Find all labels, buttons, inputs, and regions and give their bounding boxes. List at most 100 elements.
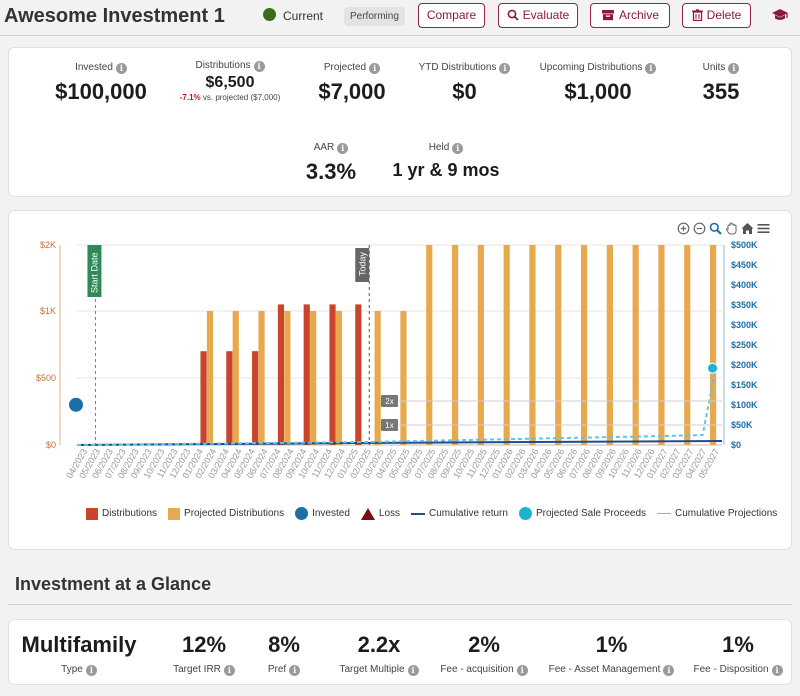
menu-icon[interactable] xyxy=(757,222,770,235)
y-right-tick-label: $100K xyxy=(731,400,758,410)
glance-label: Type xyxy=(61,664,83,675)
multiple-tag xyxy=(381,419,398,431)
archive-label: Archive xyxy=(618,8,659,22)
legend-label: Distributions xyxy=(102,508,158,519)
multiple-tag xyxy=(381,395,398,407)
projected-distribution-bar xyxy=(658,245,665,445)
projected-distribution-bar xyxy=(335,311,343,445)
legend-projected-distributions[interactable]: Projected Distributions xyxy=(168,507,284,520)
legend-distributions[interactable]: Distributions xyxy=(86,507,158,520)
distribution-bar xyxy=(303,304,310,445)
y-right-tick-label: $200K xyxy=(731,360,758,370)
stat-value: $7,000 xyxy=(318,79,386,104)
legend-swatch xyxy=(518,507,532,520)
info-icon[interactable]: i xyxy=(516,665,528,676)
projected-distribution-bar xyxy=(606,245,613,445)
legend-invested[interactable]: Invested xyxy=(295,507,350,520)
info-icon[interactable]: i xyxy=(407,665,419,676)
archive-button[interactable]: Archive xyxy=(590,3,670,28)
info-icon[interactable]: i xyxy=(728,63,740,74)
stat-value: $1,000 xyxy=(564,79,632,104)
y-right-tick-label: $50K xyxy=(731,420,753,430)
info-icon[interactable]: i xyxy=(645,63,657,74)
legend-label: Cumulative Projections xyxy=(675,508,778,519)
info-icon[interactable]: i xyxy=(253,61,265,72)
info-icon[interactable]: i xyxy=(85,665,97,676)
glance-pref: 8% Pref i xyxy=(249,632,319,676)
glance-label: Pref xyxy=(267,664,287,675)
legend-swatch xyxy=(360,507,375,520)
glance-label: Target Multiple xyxy=(339,664,405,675)
stat-label: Distributions xyxy=(195,60,251,71)
stat-delta: -7.1% vs. projected ($7,000) xyxy=(170,93,290,102)
stat-value: $100,000 xyxy=(55,79,147,104)
graduation-cap-icon[interactable] xyxy=(771,8,789,22)
invested-point xyxy=(69,397,83,412)
zoom-in-icon[interactable] xyxy=(677,222,690,235)
stat-value: $0 xyxy=(452,79,477,104)
zoom-out-icon[interactable] xyxy=(693,222,706,235)
legend-cumulative-return[interactable]: Cumulative return xyxy=(411,508,508,519)
info-icon[interactable]: i xyxy=(663,665,675,676)
legend-swatch xyxy=(657,513,672,514)
chart-legend: Distributions Projected Distributions In… xyxy=(86,507,788,520)
projected-distribution-bar xyxy=(580,245,588,445)
legend-label: Loss xyxy=(378,508,401,519)
projected-distribution-bar xyxy=(684,245,691,445)
info-icon[interactable]: i xyxy=(369,63,381,74)
info-icon[interactable]: i xyxy=(289,665,301,676)
legend-swatch xyxy=(411,512,426,515)
info-icon[interactable]: i xyxy=(771,665,783,676)
info-icon[interactable]: i xyxy=(115,63,127,74)
legend-label: Projected Sale Proceeds xyxy=(535,508,647,519)
delete-label: Delete xyxy=(706,8,742,22)
evaluate-button[interactable]: Evaluate xyxy=(498,3,578,28)
y-left-tick-label: $500 xyxy=(36,373,56,383)
projected-distribution-bar xyxy=(310,311,317,445)
glance-label: Fee - Asset Management xyxy=(548,664,661,675)
projected-distribution-bar xyxy=(503,245,510,445)
today-tag xyxy=(355,248,370,282)
info-icon[interactable]: i xyxy=(452,143,464,154)
stat-label: Projected xyxy=(323,62,367,73)
delta-text: vs. projected ($7,000) xyxy=(202,93,281,102)
legend-label: Invested xyxy=(312,508,350,519)
pan-hand-icon[interactable] xyxy=(725,222,738,235)
delete-button[interactable]: Delete xyxy=(682,3,751,28)
distribution-bar xyxy=(226,351,233,445)
legend-cumulative-projections[interactable]: Cumulative Projections xyxy=(657,508,777,519)
glance-fee-asset-management: 1% Fee - Asset Management i xyxy=(544,632,679,676)
stat-ytd-distributions: YTD Distributions i $0 xyxy=(407,62,522,105)
top-bar: Awesome Investment 1 Current Performing … xyxy=(0,0,800,36)
multiple-label: 1x xyxy=(385,421,393,430)
stat-held: Held i 1 yr & 9 mos xyxy=(381,142,511,181)
glance-value: 12% xyxy=(181,632,227,657)
stat-label: Held xyxy=(428,142,450,153)
legend-projected-sale-proceeds[interactable]: Projected Sale Proceeds xyxy=(518,507,647,520)
legend-loss[interactable]: Loss xyxy=(360,507,401,520)
y-right-tick-label: $250K xyxy=(731,340,758,350)
distributions-chart[interactable]: $0 $500 $1K $2K $0 $50K $100K $150K $200K $250K $… xyxy=(0,225,800,525)
glance-value: 2% xyxy=(468,632,500,657)
projected-distribution-bar xyxy=(529,245,536,445)
stats-card: Invested i $100,000 Distributions i $6,500… xyxy=(8,47,792,197)
y-left-tick-label: $2K xyxy=(40,240,56,250)
evaluate-label: Evaluate xyxy=(522,8,570,22)
info-icon[interactable]: i xyxy=(499,63,511,74)
home-icon[interactable] xyxy=(741,222,754,235)
legend-swatch xyxy=(168,507,181,520)
glance-card: Multifamily Type i 12% Target IRR i 8% Pre… xyxy=(8,619,792,685)
projected-distribution-bar xyxy=(426,245,433,445)
zoom-select-icon[interactable] xyxy=(709,222,722,235)
stat-value: 1 yr & 9 mos xyxy=(392,160,500,180)
glance-target-irr: 12% Target IRR i xyxy=(159,632,249,676)
stat-units: Units i 355 xyxy=(681,62,761,105)
status-text: Current xyxy=(283,9,324,23)
legend-swatch xyxy=(86,507,98,520)
y-right-tick-label: $300K xyxy=(731,320,758,330)
compare-label: Compare xyxy=(426,8,477,22)
info-icon[interactable]: i xyxy=(337,143,349,154)
compare-button[interactable]: Compare xyxy=(418,3,485,28)
info-icon[interactable]: i xyxy=(223,665,235,676)
glance-value: 2.2x xyxy=(357,632,401,657)
